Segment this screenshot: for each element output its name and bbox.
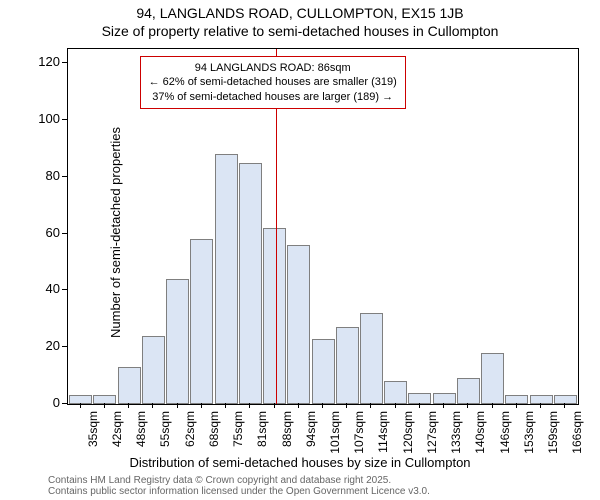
x-tick-mark (540, 403, 541, 408)
y-tick-label: 120 (20, 54, 60, 69)
x-tick-mark (322, 403, 323, 408)
histogram-bar (457, 378, 480, 404)
x-tick-label: 127sqm (425, 411, 439, 461)
histogram-bar (69, 395, 92, 404)
histogram-bar (166, 279, 189, 404)
x-tick-label: 101sqm (328, 411, 342, 461)
x-tick-mark (395, 403, 396, 408)
histogram-bar (554, 395, 577, 404)
x-tick-label: 146sqm (498, 411, 512, 461)
y-tick-label: 100 (20, 111, 60, 126)
title-line-2: Size of property relative to semi-detach… (0, 23, 600, 39)
histogram-bar (287, 245, 310, 404)
y-tick-label: 40 (20, 281, 60, 296)
y-tick-label: 20 (20, 338, 60, 353)
histogram-bar (408, 393, 431, 404)
histogram-bar (142, 336, 165, 404)
histogram-bar (336, 327, 359, 404)
histogram-bar (384, 381, 407, 404)
histogram-bar (215, 154, 238, 404)
x-tick-label: 35sqm (86, 411, 100, 461)
histogram-bar (93, 395, 116, 404)
credits-line-2: Contains public sector information licen… (48, 486, 430, 497)
x-tick-mark (274, 403, 275, 408)
x-tick-label: 166sqm (570, 411, 584, 461)
x-tick-mark (516, 403, 517, 408)
histogram-bar (433, 393, 456, 404)
x-tick-mark (467, 403, 468, 408)
x-tick-label: 81sqm (255, 411, 269, 461)
x-tick-label: 88sqm (280, 411, 294, 461)
histogram-bar (530, 395, 553, 404)
x-tick-mark (443, 403, 444, 408)
x-tick-label: 48sqm (134, 411, 148, 461)
x-tick-mark (419, 403, 420, 408)
x-tick-mark (201, 403, 202, 408)
x-tick-label: 133sqm (449, 411, 463, 461)
y-tick-label: 80 (20, 168, 60, 183)
x-tick-mark (225, 403, 226, 408)
histogram-bar (360, 313, 383, 404)
x-tick-label: 140sqm (473, 411, 487, 461)
x-tick-mark (298, 403, 299, 408)
annotation-line-2: ← 62% of semi-detached houses are smalle… (149, 75, 397, 89)
title-line-1: 94, LANGLANDS ROAD, CULLOMPTON, EX15 1JB (0, 5, 600, 21)
x-tick-mark (370, 403, 371, 408)
annotation-line-3: 37% of semi-detached houses are larger (… (149, 90, 397, 104)
x-tick-label: 42sqm (110, 411, 124, 461)
histogram-bar (239, 163, 262, 404)
x-tick-label: 94sqm (304, 411, 318, 461)
histogram-bar (312, 339, 335, 404)
y-tick-label: 60 (20, 225, 60, 240)
x-tick-label: 107sqm (352, 411, 366, 461)
x-tick-label: 120sqm (401, 411, 415, 461)
x-tick-mark (104, 403, 105, 408)
credits: Contains HM Land Registry data © Crown c… (48, 475, 430, 497)
histogram-bar (118, 367, 141, 404)
histogram-bar (505, 395, 528, 404)
histogram-bar (190, 239, 213, 404)
x-tick-label: 159sqm (546, 411, 560, 461)
credits-line-1: Contains HM Land Registry data © Crown c… (48, 475, 430, 486)
x-tick-label: 62sqm (183, 411, 197, 461)
x-tick-mark (564, 403, 565, 408)
x-axis-label: Distribution of semi-detached houses by … (0, 455, 600, 470)
y-tick-label: 0 (20, 395, 60, 410)
x-tick-mark (346, 403, 347, 408)
x-tick-label: 55sqm (158, 411, 172, 461)
x-tick-label: 68sqm (207, 411, 221, 461)
histogram-bar (481, 353, 504, 404)
x-tick-mark (152, 403, 153, 408)
x-tick-label: 75sqm (231, 411, 245, 461)
y-axis-label: Number of semi-detached properties (108, 127, 123, 338)
x-tick-label: 153sqm (522, 411, 536, 461)
x-tick-mark (80, 403, 81, 408)
x-tick-mark (249, 403, 250, 408)
histogram-bar (263, 228, 286, 404)
annotation-line-1: 94 LANGLANDS ROAD: 86sqm (149, 61, 397, 75)
x-tick-mark (492, 403, 493, 408)
annotation-box: 94 LANGLANDS ROAD: 86sqm ← 62% of semi-d… (140, 56, 406, 109)
x-tick-label: 114sqm (376, 411, 390, 461)
x-tick-mark (128, 403, 129, 408)
x-tick-mark (177, 403, 178, 408)
